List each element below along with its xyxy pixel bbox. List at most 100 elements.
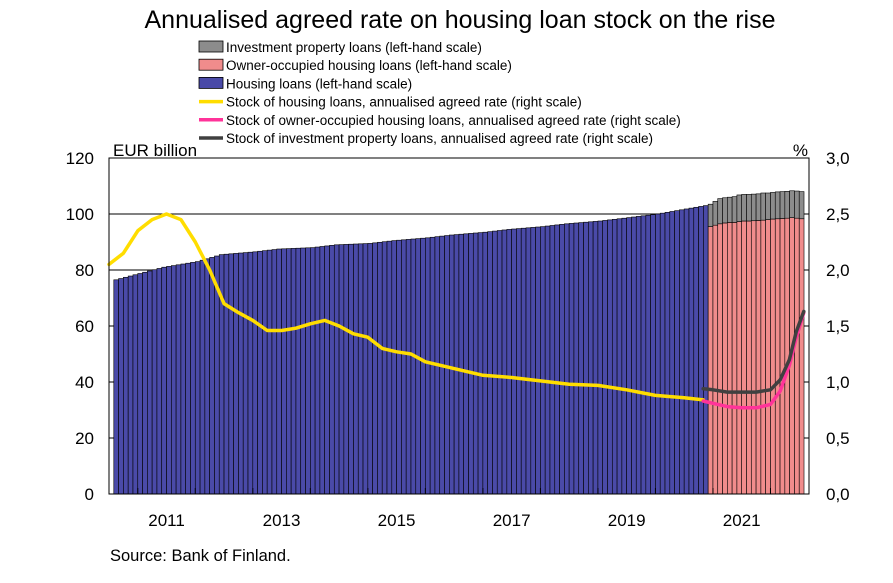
- legend-label: Housing loans (left-hand scale): [226, 76, 412, 91]
- bar-investment-property-loans: [755, 193, 762, 221]
- bar-investment-property-loans: [779, 191, 786, 219]
- bar-housing-loans: [525, 227, 532, 495]
- bar-investment-property-loans: [765, 192, 771, 220]
- bar-housing-loans: [151, 269, 158, 495]
- bar-housing-loans: [549, 225, 556, 495]
- bar-housing-loans: [669, 211, 675, 495]
- bar-housing-loans: [573, 222, 580, 495]
- left-tick-label: 20: [75, 429, 94, 448]
- bar-housing-loans: [319, 246, 325, 495]
- bar-housing-loans: [372, 242, 378, 495]
- bar-housing-loans: [492, 230, 498, 495]
- bar-housing-loans: [703, 205, 709, 495]
- bar-owner-occupied-loans: [722, 222, 728, 495]
- right-axis-unit: %: [793, 141, 808, 160]
- right-tick-label: 2,5: [826, 205, 850, 224]
- bar-housing-loans: [314, 246, 321, 495]
- bar-housing-loans: [540, 226, 546, 495]
- bar-housing-loans: [171, 265, 177, 495]
- bar-housing-loans: [300, 247, 306, 495]
- bar-housing-loans: [458, 233, 464, 495]
- bar-housing-loans: [381, 241, 388, 495]
- bar-housing-loans: [597, 220, 604, 495]
- bar-investment-property-loans: [736, 194, 743, 222]
- bar-housing-loans: [698, 206, 704, 495]
- bar-housing-loans: [468, 233, 474, 495]
- bar-housing-loans: [516, 228, 522, 495]
- bar-housing-loans: [621, 217, 627, 495]
- bar-housing-loans: [147, 270, 153, 495]
- bar-housing-loans: [127, 275, 134, 495]
- bar-housing-loans: [343, 244, 349, 495]
- legend-swatch: [198, 40, 224, 53]
- bar-housing-loans: [252, 251, 258, 495]
- bar-housing-loans: [511, 228, 517, 495]
- bar-housing-loans: [655, 213, 661, 495]
- bar-housing-loans: [247, 251, 254, 495]
- plot-frame: [108, 157, 810, 495]
- bar-housing-loans: [257, 250, 263, 495]
- bar-housing-loans: [688, 207, 695, 495]
- bar-housing-loans: [659, 212, 666, 495]
- source-note: Source: Bank of Finland.: [110, 547, 291, 565]
- bar-owner-occupied-loans: [755, 220, 762, 495]
- left-tick-label: 120: [66, 149, 94, 168]
- x-axis-ticks: 2011 2013 2015 2017 2019 2021: [137, 488, 771, 530]
- bar-housing-loans: [123, 276, 129, 495]
- bar-housing-loans: [377, 241, 383, 495]
- bar-housing-loans: [271, 249, 278, 495]
- legend-label: Investment property loans (left-hand sca…: [226, 40, 482, 55]
- x-tick-label: 2013: [263, 511, 301, 530]
- legend-label: Owner-occupied housing loans (left-hand …: [226, 58, 512, 73]
- bar-housing-loans: [204, 258, 210, 495]
- legend-label: Stock of housing loans, annualised agree…: [226, 95, 582, 110]
- bar-investment-property-loans: [750, 193, 757, 222]
- bar-owner-occupied-loans: [779, 218, 786, 495]
- bar-housing-loans: [602, 220, 608, 495]
- bar-investment-property-loans: [746, 194, 752, 222]
- bar-housing-loans: [118, 278, 124, 495]
- bar-housing-loans: [156, 268, 163, 495]
- bar-housing-loans: [324, 245, 330, 495]
- right-tick-label: 2,0: [826, 261, 850, 280]
- bar-housing-loans: [276, 248, 282, 495]
- bar-housing-loans: [635, 216, 642, 495]
- bar-housing-loans: [583, 221, 589, 495]
- bar-investment-property-loans: [770, 192, 776, 220]
- bar-housing-loans: [353, 243, 359, 495]
- left-tick-label: 40: [75, 373, 94, 392]
- bar-investment-property-loans: [774, 191, 781, 220]
- bar-housing-loans: [616, 218, 623, 495]
- bar-owner-occupied-loans: [746, 220, 752, 495]
- bar-housing-loans: [190, 262, 196, 495]
- bar-housing-loans: [386, 240, 393, 495]
- bar-housing-loans: [310, 247, 316, 495]
- bar-housing-loans: [410, 238, 417, 495]
- bar-housing-loans: [194, 261, 201, 495]
- bar-housing-loans: [367, 243, 373, 495]
- bar-housing-loans: [640, 215, 647, 495]
- bar-owner-occupied-loans: [707, 226, 714, 495]
- bar-housing-loans: [396, 239, 402, 495]
- bar-housing-loans: [578, 222, 584, 495]
- bar-housing-loans: [683, 208, 690, 495]
- bar-housing-loans: [242, 252, 249, 495]
- bar-owner-occupied-loans: [760, 219, 766, 495]
- bar-housing-loans: [286, 248, 292, 495]
- bar-housing-loans: [626, 217, 632, 495]
- bar-housing-loans: [113, 279, 119, 495]
- bar-investment-property-loans: [794, 190, 800, 219]
- bar-housing-loans: [161, 266, 167, 495]
- rate-lines: [107, 212, 806, 410]
- bar-housing-loans: [290, 248, 297, 495]
- bar-housing-loans: [142, 271, 148, 495]
- legend-label: Stock of investment property loans, annu…: [226, 131, 653, 146]
- bar-housing-loans: [487, 231, 493, 495]
- x-tick-label: 2011: [148, 511, 185, 530]
- bar-housing-loans: [295, 247, 302, 495]
- bar-investment-property-loans: [760, 192, 766, 221]
- legend: Investment property loans (left-hand sca…: [198, 40, 681, 146]
- bar-housing-loans: [631, 216, 637, 495]
- right-tick-label: 0,5: [826, 429, 850, 448]
